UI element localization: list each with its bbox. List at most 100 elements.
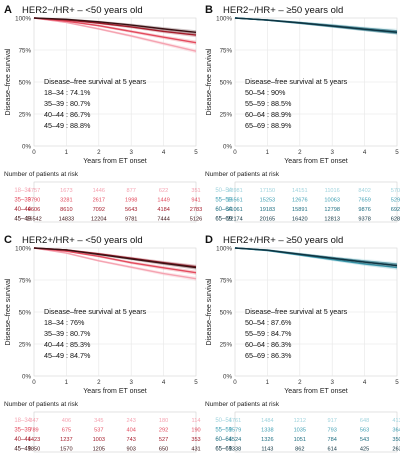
risk-value: 1850 xyxy=(28,447,40,453)
panel-d: D HER2+/HR+ – ≥50 years old 0% 25% 50% 75% 100… xyxy=(205,234,400,453)
x-axis-label: Years from ET onset xyxy=(284,388,347,395)
risk-value: 12813 xyxy=(324,217,340,223)
risk-value: 2783 xyxy=(190,207,202,213)
risk-value: 1757 xyxy=(28,188,40,194)
risk-value: 345 xyxy=(94,418,103,424)
risk-value: 1998 xyxy=(125,198,137,204)
annotation-line: 45–49 : 88.8% xyxy=(44,121,91,130)
risk-value: 15253 xyxy=(260,198,276,204)
y-tick-label: 0% xyxy=(22,374,31,381)
risk-table-frame xyxy=(33,411,197,453)
panel-c: C HER2+/HR+ – <50 years old 0% 25% 50% 75% 100… xyxy=(4,234,201,453)
risk-value: 243 xyxy=(127,418,136,424)
risk-value: 347 xyxy=(29,418,38,424)
y-tick-label: 25% xyxy=(220,112,233,119)
y-tick-label: 75% xyxy=(19,48,32,55)
risk-value: 543 xyxy=(360,437,369,443)
x-tick-label: 1 xyxy=(65,379,69,386)
panel-letter: D xyxy=(205,234,213,246)
risk-value: 8610 xyxy=(60,207,72,213)
y-tick-label: 25% xyxy=(19,112,32,119)
risk-value: 1423 xyxy=(28,437,40,443)
risk-value: 9781 xyxy=(125,217,137,223)
panel-title: HER2−/HR+ – <50 years old xyxy=(22,5,143,16)
risk-value: 5643 xyxy=(125,207,137,213)
annotation-title: Disease–free survival at 5 years xyxy=(44,77,147,86)
y-tick-label: 0% xyxy=(223,144,232,151)
y-tick-label: 75% xyxy=(19,278,32,285)
y-tick-label: 50% xyxy=(19,310,32,317)
risk-row-label: 60–64 xyxy=(215,437,232,443)
x-tick-label: 4 xyxy=(363,149,367,156)
risk-value: 431 xyxy=(191,447,200,453)
risk-value: 650 xyxy=(159,447,168,453)
annotation-line: 40–44 : 85.3% xyxy=(44,340,91,349)
survival-curve-1 xyxy=(33,247,197,274)
risk-value: 537 xyxy=(94,428,103,434)
y-axis-label: Disease–free survival xyxy=(206,48,213,115)
y-tick-label: 25% xyxy=(220,342,233,349)
y-tick-label: 50% xyxy=(220,310,233,317)
risk-value: 404 xyxy=(127,428,136,434)
survival-curve-3 xyxy=(234,17,398,33)
risk-value: 8402 xyxy=(358,188,370,194)
risk-row-label: 45–49 xyxy=(14,447,31,453)
x-tick-label: 0 xyxy=(32,149,36,156)
x-tick-label: 4 xyxy=(162,379,166,386)
risk-value: 3281 xyxy=(60,198,72,204)
risk-value: 5126 xyxy=(190,217,202,223)
risk-value: 364 xyxy=(392,428,400,434)
risk-table-title: Number of patients at risk xyxy=(205,401,280,408)
y-tick-label: 0% xyxy=(223,374,232,381)
risk-row-label: 40–44 xyxy=(14,207,31,213)
x-tick-label: 2 xyxy=(97,379,101,386)
x-axis-label: Years from ET onset xyxy=(83,158,146,165)
risk-value: 18981 xyxy=(227,188,243,194)
risk-value: 1449 xyxy=(157,198,169,204)
survival-band-3 xyxy=(235,248,397,268)
risk-value: 12204 xyxy=(91,217,107,223)
annotation-line: 55–59 : 88.5% xyxy=(245,99,292,108)
risk-value: 789 xyxy=(29,428,38,434)
risk-table-frame xyxy=(234,411,398,453)
annotation-line: 45–49 : 84.7% xyxy=(44,351,91,360)
x-tick-label: 3 xyxy=(129,379,133,386)
risk-value: 14151 xyxy=(292,188,308,194)
annotation-title: Disease–free survival at 5 years xyxy=(245,307,348,316)
risk-value: 5297 xyxy=(391,198,400,204)
annotation-line: 18–34 : 76% xyxy=(44,318,85,327)
risk-table-title: Number of patients at risk xyxy=(4,171,79,178)
survival-curve-3 xyxy=(234,247,398,267)
x-axis-label: Years from ET onset xyxy=(284,158,347,165)
risk-value: 1051 xyxy=(294,437,306,443)
risk-value: 292 xyxy=(159,428,168,434)
panel-a: A HER2−/HR+ – <50 years old 0% 25% 50% 75% 100… xyxy=(4,4,202,223)
risk-value: 11016 xyxy=(325,188,340,194)
risk-value: 15891 xyxy=(292,207,308,213)
panel-title: HER2+/HR+ – ≥50 years old xyxy=(223,235,343,246)
risk-value: 614 xyxy=(328,447,337,453)
risk-value: 350 xyxy=(392,437,400,443)
annotation-line: 40–44 : 86.7% xyxy=(44,110,91,119)
y-tick-label: 100% xyxy=(216,246,232,253)
risk-value: 406 xyxy=(62,418,71,424)
risk-row-label: 35–39 xyxy=(14,198,31,204)
risk-value: 10063 xyxy=(324,198,340,204)
x-tick-label: 3 xyxy=(330,149,334,156)
x-axis-label: Years from ET onset xyxy=(83,388,146,395)
x-tick-label: 2 xyxy=(298,149,302,156)
y-tick-label: 50% xyxy=(19,80,32,87)
risk-value: 793 xyxy=(328,428,337,434)
risk-value: 21061 xyxy=(227,207,243,213)
survival-curve-3 xyxy=(33,247,197,269)
risk-value: 675 xyxy=(62,428,71,434)
y-tick-label: 100% xyxy=(216,16,232,23)
x-tick-label: 2 xyxy=(97,149,101,156)
x-tick-label: 1 xyxy=(266,379,270,386)
y-tick-label: 25% xyxy=(19,342,32,349)
x-tick-label: 4 xyxy=(162,149,166,156)
risk-value: 353 xyxy=(191,437,200,443)
survival-band-1 xyxy=(235,248,397,270)
risk-value: 9876 xyxy=(358,207,370,213)
